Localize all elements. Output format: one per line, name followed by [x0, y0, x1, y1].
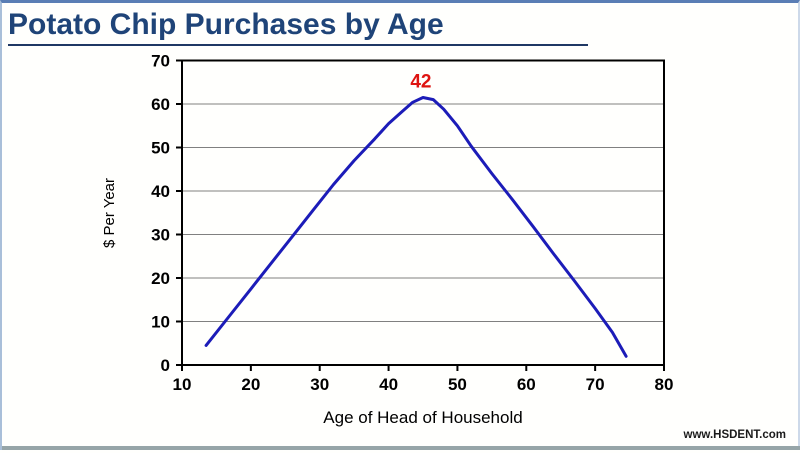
website-footer: www.HSDENT.com — [683, 429, 786, 441]
slide-title-underline: Potato Chip Purchases by Age — [8, 6, 588, 46]
plot-frame-layer — [181, 59, 665, 366]
plot-frame — [181, 59, 665, 366]
y-tick-label-0: 0 — [161, 356, 170, 375]
bottom-edge-strip — [2, 446, 800, 450]
y-tick-label-30: 30 — [151, 226, 170, 245]
y-tick-label-60: 60 — [151, 95, 170, 114]
x-tick-label-80: 80 — [655, 375, 674, 394]
gridlines-layer — [182, 103, 664, 322]
x-tick-label-60: 60 — [517, 375, 536, 394]
x-tick-label-40: 40 — [379, 375, 398, 394]
series-line-0 — [204, 96, 628, 358]
y-tick-label-50: 50 — [151, 139, 170, 158]
y-tick-label-20: 20 — [151, 269, 170, 288]
y-axis-title: $ Per Year — [101, 178, 118, 248]
x-tick-label-10: 10 — [173, 375, 192, 394]
data-series-layer — [204, 96, 628, 358]
x-tick-label-70: 70 — [586, 375, 605, 394]
x-axis-title: Age of Head of Household — [323, 408, 522, 427]
x-tick-label-30: 30 — [310, 375, 329, 394]
x-tick-label-20: 20 — [241, 375, 260, 394]
y-tick-label-10: 10 — [151, 313, 170, 332]
peak-value-annotation: 42 — [410, 72, 431, 93]
page-title: Potato Chip Purchases by Age — [8, 8, 444, 41]
x-tick-label-50: 50 — [448, 375, 467, 394]
y-tick-label-40: 40 — [151, 182, 170, 201]
y-tick-label-70: 70 — [151, 52, 170, 71]
